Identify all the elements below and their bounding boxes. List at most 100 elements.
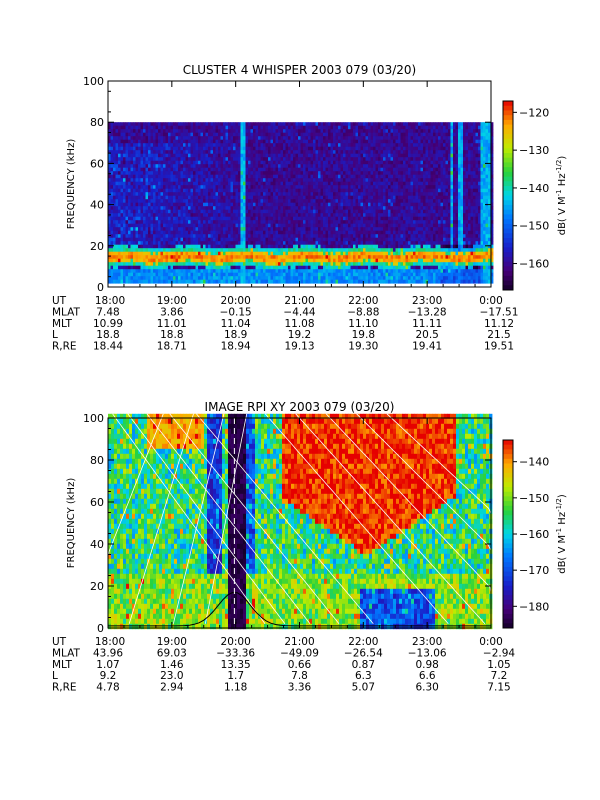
whisper-spectrogram-cell <box>298 132 301 137</box>
whisper-spectrogram-cell <box>343 248 346 253</box>
whisper-spectrogram-cell <box>293 241 296 246</box>
whisper-spectrogram-cell <box>308 167 311 172</box>
whisper-spectrogram-cell <box>133 199 136 204</box>
whisper-spectrogram-cell <box>263 185 266 190</box>
whisper-spectrogram-cell <box>268 132 271 137</box>
whisper-spectrogram-cell <box>348 258 351 263</box>
whisper-spectrogram-cell <box>293 199 296 204</box>
whisper-spectrogram-cell <box>243 220 246 225</box>
whisper-spectrogram-cell <box>270 139 274 144</box>
whisper-spectrogram-cell <box>370 181 374 186</box>
whisper-spectrogram-cell <box>125 188 129 193</box>
whisper-spectrogram-cell <box>323 206 326 211</box>
whisper-spectrogram-cell <box>345 125 349 130</box>
whisper-spectrogram-cell <box>358 185 361 190</box>
whisper-spectrogram-cell <box>175 237 179 242</box>
whisper-spectrogram-cell <box>228 220 231 225</box>
whisper-spectrogram-cell <box>285 213 289 218</box>
whisper-spectrogram-cell <box>163 129 166 134</box>
whisper-spectrogram-cell <box>185 174 189 179</box>
whisper-spectrogram-cell <box>330 241 334 246</box>
whisper-spectrogram-cell <box>335 129 339 134</box>
whisper-spectrogram-cell <box>133 143 136 148</box>
whisper-spectrogram-cell <box>180 164 184 169</box>
whisper-spectrogram-cell <box>263 199 266 204</box>
whisper-spectrogram-cell <box>273 195 276 200</box>
whisper-spectrogram-cell <box>165 244 169 249</box>
whisper-spectrogram-cell <box>125 167 129 172</box>
whisper-spectrogram-cell <box>315 227 319 232</box>
whisper-spectrogram-cell <box>198 269 201 274</box>
whisper-spectrogram-cell <box>273 237 276 242</box>
whisper-spectrogram-cell <box>165 122 169 127</box>
whisper-spectrogram-cell <box>115 216 119 221</box>
whisper-spectrogram-cell <box>308 227 311 232</box>
whisper-spectrogram-cell <box>208 248 211 253</box>
whisper-spectrogram-cell <box>170 178 174 183</box>
whisper-spectrogram-cell <box>325 136 329 141</box>
whisper-spectrogram-cell <box>223 230 226 235</box>
whisper-spectrogram-cell <box>338 227 341 232</box>
whisper-spectrogram-cell <box>335 139 339 144</box>
whisper-spectrogram-cell <box>348 248 351 253</box>
whisper-spectrogram-cell <box>165 167 169 172</box>
whisper-spectrogram-cell <box>375 125 379 130</box>
whisper-spectrogram-cell <box>360 258 364 263</box>
whisper-spectrogram-cell <box>290 272 294 277</box>
whisper-spectrogram-cell <box>340 146 344 151</box>
whisper-spectrogram-cell <box>168 220 171 225</box>
whisper-spectrogram-cell <box>160 150 164 155</box>
whisper-spectrogram-cell <box>363 227 366 232</box>
whisper-spectrogram-cell <box>143 206 146 211</box>
whisper-spectrogram-cell <box>368 139 371 144</box>
whisper-spectrogram-cell <box>333 178 336 183</box>
whisper-spectrogram-cell <box>230 234 234 239</box>
whisper-spectrogram-cell <box>168 216 171 221</box>
whisper-spectrogram-cell <box>200 178 204 183</box>
whisper-spectrogram-cell <box>318 244 321 249</box>
whisper-spectrogram-cell <box>365 223 369 228</box>
whisper-spectrogram-cell <box>253 227 256 232</box>
whisper-spectrogram-cell <box>238 227 241 232</box>
whisper-spectrogram-cell <box>140 185 144 190</box>
whisper-spectrogram-cell <box>168 122 171 127</box>
whisper-spectrogram-cell <box>255 279 259 284</box>
whisper-spectrogram-cell <box>195 192 199 197</box>
whisper-spectrogram-cell <box>263 213 266 218</box>
whisper-spectrogram-cell <box>260 192 264 197</box>
whisper-spectrogram-cell <box>358 171 361 176</box>
whisper-spectrogram-cell <box>180 255 184 260</box>
whisper-spectrogram-cell <box>375 139 379 144</box>
whisper-spectrogram-cell <box>160 185 164 190</box>
whisper-spectrogram-cell <box>108 209 111 214</box>
whisper-spectrogram-cell <box>180 230 184 235</box>
whisper-spectrogram-cell <box>223 220 226 225</box>
whisper-spectrogram-cell <box>335 174 339 179</box>
whisper-spectrogram-cell <box>363 258 366 263</box>
whisper-spectrogram-cell <box>258 241 261 246</box>
whisper-spectrogram-cell <box>233 269 236 274</box>
whisper-spectrogram-cell <box>123 223 126 228</box>
whisper-spectrogram-cell <box>363 265 366 270</box>
whisper-spectrogram-cell <box>190 237 194 242</box>
whisper-spectrogram-cell <box>320 132 324 137</box>
whisper-spectrogram-cell <box>123 199 126 204</box>
whisper-spectrogram-cell <box>343 143 346 148</box>
whisper-spectrogram-cell <box>295 237 299 242</box>
whisper-spectrogram-cell <box>170 262 174 267</box>
whisper-spectrogram-cell <box>298 237 301 242</box>
whisper-spectrogram-cell <box>133 213 136 218</box>
whisper-spectrogram-cell <box>115 139 119 144</box>
whisper-spectrogram-cell <box>310 265 314 270</box>
whisper-spectrogram-cell <box>260 213 264 218</box>
whisper-spectrogram-cell <box>280 185 284 190</box>
whisper-spectrogram-cell <box>293 230 296 235</box>
whisper-spectrogram-cell <box>363 125 366 130</box>
whisper-spectrogram-cell <box>258 276 261 281</box>
whisper-spectrogram-cell <box>360 241 364 246</box>
whisper-spectrogram-cell <box>135 167 139 172</box>
whisper-spectrogram-cell <box>275 199 279 204</box>
whisper-spectrogram-cell <box>180 223 184 228</box>
whisper-spectrogram-cell <box>203 146 206 151</box>
whisper-spectrogram-cell <box>188 185 191 190</box>
